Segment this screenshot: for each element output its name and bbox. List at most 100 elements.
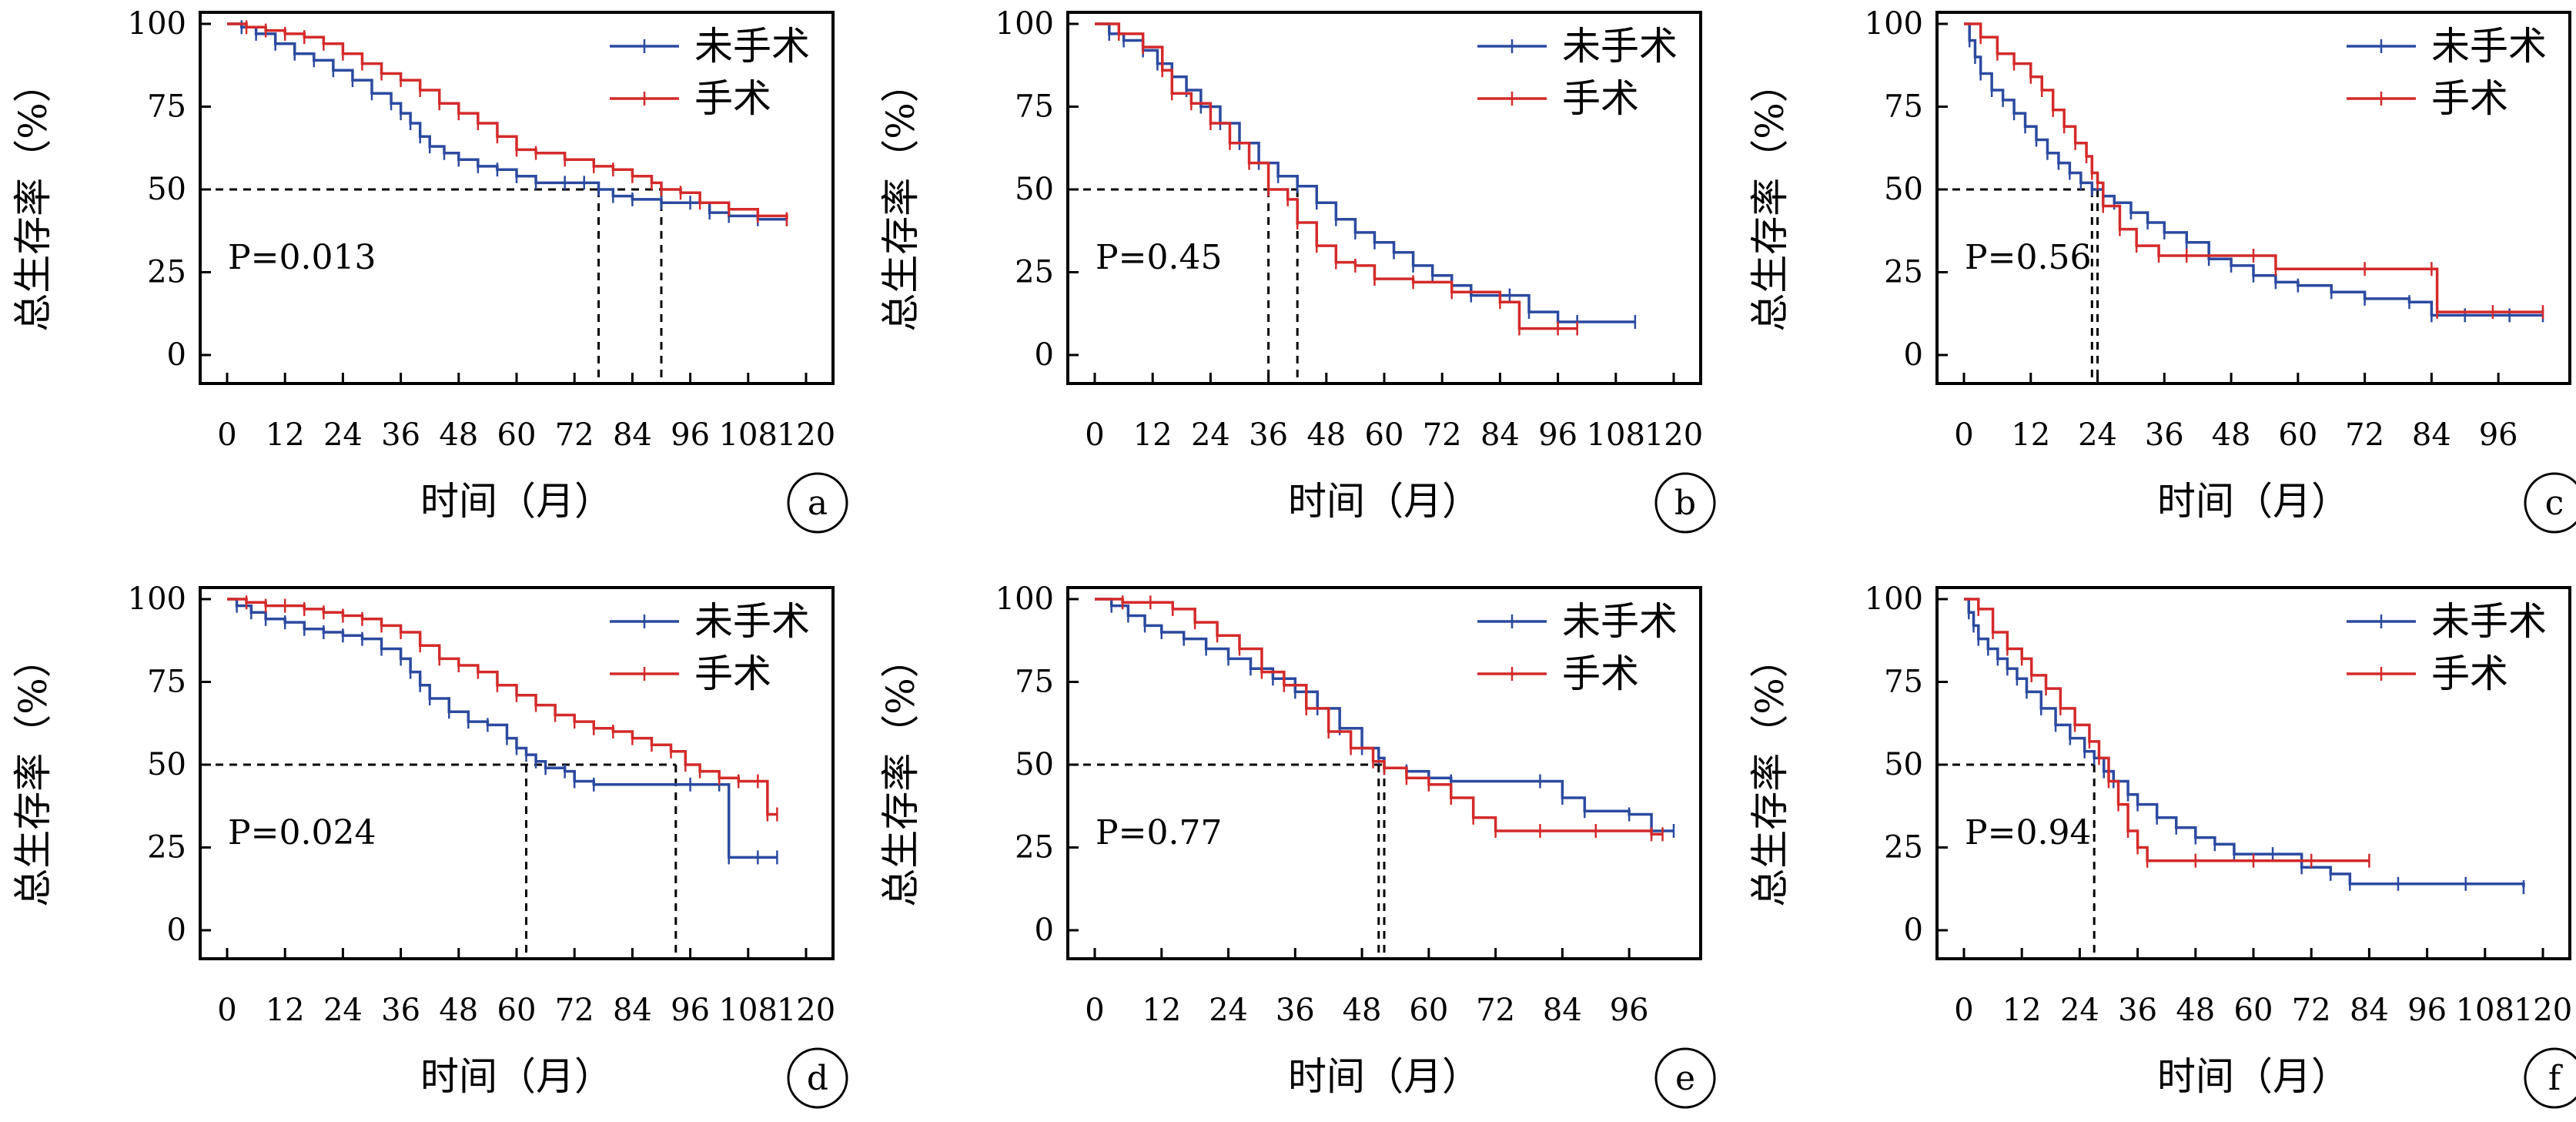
panel-badge-label: d [807, 1059, 828, 1098]
panel-c: 0 25 50 75 100 0 12 24 36 48 60 72 84 96 P=0.56 未手术手术时间… [1748, 6, 2576, 534]
x-tick-label: 84 [613, 993, 652, 1028]
x-tick-label: 48 [439, 417, 478, 453]
panel-badge [787, 1047, 848, 1109]
p-value: P=0.56 [1965, 238, 2091, 277]
x-tick-label: 120 [777, 993, 835, 1028]
panel-badge [2524, 472, 2576, 534]
x-tick-label: 12 [266, 417, 305, 453]
x-axis-title: 时间（月） [1288, 1054, 1480, 1099]
p-value: P=0.45 [1096, 238, 1222, 277]
x-tick-label: 36 [2145, 417, 2184, 453]
x-tick-label: 48 [2176, 993, 2215, 1028]
y-tick-label: 50 [1015, 172, 1054, 207]
y-tick-label: 50 [1884, 747, 1923, 782]
legend-label-blue: 未手术 [1562, 24, 1678, 69]
x-axis-title: 时间（月） [2157, 479, 2350, 524]
x-tick-label: 36 [1276, 993, 1315, 1028]
legend-label-red: 手术 [2431, 651, 2508, 696]
x-tick-label: 48 [1306, 417, 1346, 453]
legend-label-red: 手术 [1562, 76, 1639, 121]
x-tick-label: 96 [1610, 993, 1649, 1028]
y-axis-title: 总生存率（%） [878, 639, 923, 907]
y-tick-label: 25 [1884, 830, 1923, 866]
y-axis-title: 总生存率（%） [1748, 64, 1792, 332]
x-tick-label: 120 [2514, 993, 2572, 1028]
y-axis-title: 总生存率（%） [11, 639, 55, 907]
x-tick-label: 12 [1133, 417, 1173, 453]
x-tick-label: 108 [1587, 417, 1645, 453]
x-tick-label: 36 [2118, 993, 2157, 1028]
y-tick-label: 0 [1035, 913, 1054, 948]
x-tick-label: 36 [381, 417, 420, 453]
x-tick-label: 0 [1954, 417, 1973, 453]
y-axis-title: 总生存率（%） [878, 64, 923, 332]
p-value: P=0.77 [1096, 813, 1222, 852]
x-tick-label: 84 [613, 417, 652, 453]
panel-badge [1654, 472, 1716, 534]
x-tick-label: 108 [2456, 993, 2514, 1028]
panel-badge [2524, 1047, 2576, 1109]
x-tick-label: 72 [555, 993, 594, 1028]
x-tick-label: 24 [1191, 417, 1230, 453]
y-tick-label: 50 [1015, 747, 1054, 782]
x-tick-label: 48 [439, 993, 478, 1028]
x-tick-label: 24 [323, 993, 363, 1028]
x-tick-label: 60 [2234, 993, 2273, 1028]
x-tick-label: 12 [266, 993, 305, 1028]
x-tick-label: 96 [1538, 417, 1577, 453]
x-tick-label: 24 [323, 417, 363, 453]
x-tick-label: 60 [497, 417, 537, 453]
legend-label-blue: 未手术 [694, 24, 810, 69]
y-tick-label: 100 [995, 6, 1054, 42]
x-tick-label: 0 [217, 417, 236, 453]
x-tick-label: 12 [1142, 993, 1181, 1028]
x-tick-label: 120 [1644, 417, 1703, 453]
x-tick-label: 12 [2002, 993, 2042, 1028]
x-tick-label: 84 [1480, 417, 1520, 453]
x-tick-label: 84 [2412, 417, 2451, 453]
y-tick-label: 25 [147, 255, 186, 290]
y-axis-title: 总生存率（%） [11, 64, 55, 332]
panel-e: 0 25 50 75 100 0 12 24 36 48 60 72 84 96 P=0.77 未手术手术时间… [878, 581, 1716, 1109]
x-tick-label: 72 [2292, 993, 2331, 1028]
x-tick-label: 72 [1476, 993, 1515, 1028]
legend-label-red: 手术 [1562, 651, 1639, 696]
legend-label-red: 手术 [694, 651, 771, 696]
p-value: P=0.94 [1965, 813, 2091, 852]
x-tick-label: 0 [1954, 993, 1973, 1028]
y-tick-label: 100 [1865, 581, 1923, 617]
x-tick-label: 48 [2212, 417, 2251, 453]
x-tick-label: 96 [671, 993, 710, 1028]
y-axis-title: 总生存率（%） [1748, 639, 1792, 907]
y-tick-label: 75 [1015, 665, 1054, 700]
y-tick-label: 75 [147, 665, 186, 700]
x-tick-label: 60 [497, 993, 537, 1028]
y-tick-label: 25 [1015, 830, 1054, 866]
panel-badge-label: b [1674, 484, 1696, 523]
y-tick-label: 75 [1884, 665, 1923, 700]
legend-label-blue: 未手术 [2431, 24, 2547, 69]
legend-label-red: 手术 [2431, 76, 2508, 121]
x-tick-label: 24 [2060, 993, 2099, 1028]
x-tick-label: 96 [2407, 993, 2447, 1028]
x-tick-label: 72 [555, 417, 594, 453]
panel-badge-label: a [808, 484, 828, 523]
y-tick-label: 25 [1884, 255, 1923, 290]
x-tick-label: 120 [777, 417, 835, 453]
x-tick-label: 0 [1085, 993, 1104, 1028]
x-tick-label: 60 [2278, 417, 2317, 453]
x-tick-label: 60 [1409, 993, 1448, 1028]
panel-badge-label: e [1675, 1059, 1695, 1098]
x-axis-title: 时间（月） [2157, 1054, 2350, 1099]
x-tick-label: 24 [1209, 993, 1248, 1028]
x-tick-label: 84 [1543, 993, 1582, 1028]
panel-badge [1654, 1047, 1716, 1109]
y-tick-label: 0 [1904, 337, 1923, 373]
y-tick-label: 25 [1015, 255, 1054, 290]
